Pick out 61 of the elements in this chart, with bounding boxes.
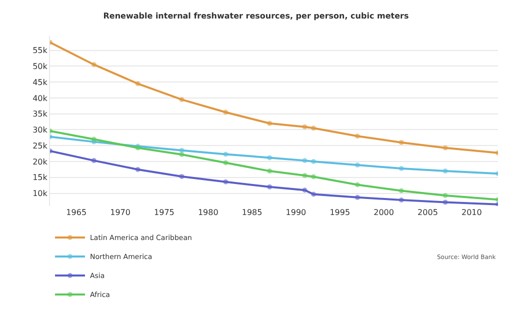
- point: [135, 166, 140, 172]
- point: [91, 62, 96, 68]
- point: [91, 136, 96, 142]
- point: [398, 166, 404, 171]
- point: [223, 110, 228, 115]
- x-tick-label: 1970: [110, 208, 130, 217]
- point: [354, 134, 360, 139]
- point: [398, 140, 404, 145]
- point: [91, 158, 96, 164]
- line-series: [50, 40, 498, 156]
- line-series: [50, 134, 498, 176]
- point: [311, 159, 316, 164]
- y-tick-label: 35k: [32, 110, 48, 119]
- point: [267, 120, 272, 126]
- point: [302, 158, 308, 164]
- point: [267, 168, 272, 174]
- y-tick-label: 10k: [32, 189, 48, 198]
- x-tick-label: 2010: [461, 208, 482, 217]
- point: [311, 174, 316, 180]
- point: [354, 162, 360, 168]
- point: [354, 182, 360, 188]
- x-tick-label: 1985: [242, 208, 262, 217]
- y-tick-label: 20k: [32, 157, 48, 166]
- point: [442, 200, 448, 205]
- point: [398, 197, 404, 202]
- point: [223, 160, 228, 166]
- point: [179, 174, 184, 179]
- x-tick-label: 2005: [418, 208, 438, 217]
- point: [223, 152, 228, 157]
- y-tick-label: 50k: [32, 62, 48, 71]
- y-tick-label: 25k: [32, 141, 48, 150]
- point: [442, 145, 448, 150]
- chart-title: Renewable internal freshwater resources, per person, cubic meters: [103, 11, 409, 20]
- point: [302, 124, 308, 130]
- line-series: [50, 128, 498, 202]
- point: [302, 188, 308, 193]
- point: [311, 192, 316, 197]
- x-tick-label: 1965: [66, 208, 87, 217]
- y-tick-label: 30k: [32, 126, 48, 135]
- line-series: [50, 148, 498, 206]
- point: [302, 173, 308, 178]
- x-tick-label: 2000: [374, 208, 394, 217]
- y-tick-label: 55k: [32, 46, 48, 56]
- y-tick-label: 45k: [32, 78, 48, 87]
- point: [179, 152, 184, 158]
- point: [179, 97, 184, 102]
- x-tick-label: 1980: [198, 208, 218, 217]
- x-tick-label: 1990: [286, 208, 306, 217]
- point: [354, 194, 360, 200]
- point: [442, 168, 448, 174]
- point: [267, 184, 272, 190]
- x-tick-label: 1995: [330, 208, 350, 217]
- point: [311, 126, 316, 131]
- point: [135, 81, 140, 86]
- point: [398, 188, 404, 194]
- point: [267, 155, 272, 160]
- y-tick-label: 40k: [32, 94, 48, 103]
- point: [442, 193, 448, 198]
- y-tick-label: 15k: [32, 173, 48, 182]
- x-tick-label: 1975: [154, 208, 174, 217]
- point: [223, 179, 228, 184]
